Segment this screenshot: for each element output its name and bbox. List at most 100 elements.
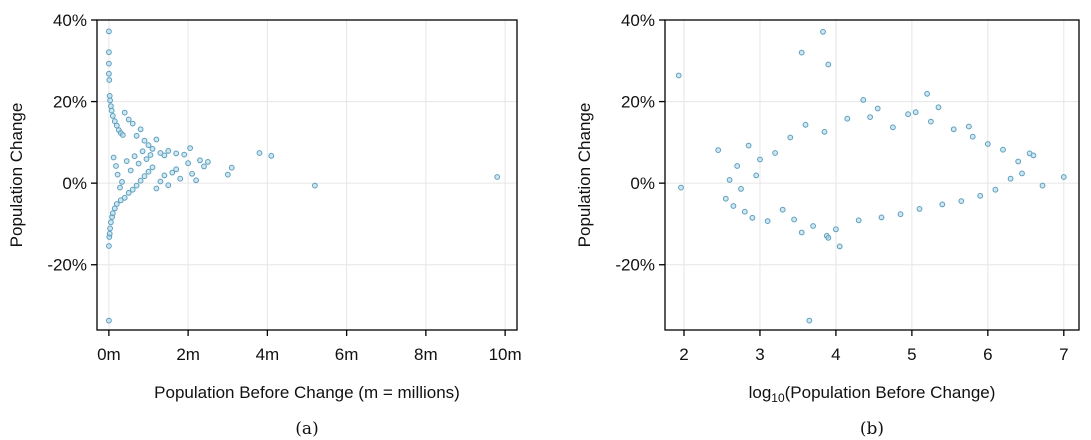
data-point [113,201,120,207]
data-point [935,104,942,111]
x-tick-label: 4 [831,345,840,364]
data-point [119,132,126,138]
data-point [143,156,150,163]
data-point [791,216,797,223]
data-point [133,132,140,139]
y-axis-title-b: Population Change [575,103,594,248]
data-point [950,126,957,133]
data-point [145,168,152,175]
data-point [193,177,200,184]
gridlines-b [665,19,1079,330]
data-point [855,217,862,224]
data-point [726,177,733,183]
data-point [836,243,843,250]
data-point [147,152,154,158]
data-point [108,107,115,114]
data-point [228,164,235,171]
data-point [745,142,752,149]
data-point [916,206,923,212]
data-point [137,177,144,184]
data-point [844,115,851,122]
data-point [125,190,132,196]
x-tick-label: 7 [1059,345,1068,364]
x-tick-labels-a: 0m 2m 4m 6m 8m 10m [97,345,522,364]
data-point [173,166,180,173]
x-tick-label: 0m [97,345,121,364]
panel-caption-a: (a) [295,419,318,439]
data-point [779,206,786,213]
x-axis-title-b: log10(Population Before Change) [749,383,996,405]
data-point [958,198,965,205]
data-point [268,152,275,159]
data-point [113,163,119,169]
data-point [798,229,805,236]
data-point [738,186,744,192]
y-tick-labels-b: -20% 0% 20% 40% [615,11,655,275]
scatter-panel-b: 2 3 4 5 6 7 -20% 0% 20% 40% log10(Population Bef… [575,11,1080,439]
data-point [185,160,192,167]
data-point [181,151,188,158]
data-point [757,156,763,163]
data-point [129,186,136,193]
data-point [772,150,778,156]
data-point [107,97,113,104]
data-points-a [106,28,501,324]
data-point [890,124,896,131]
data-point [1060,174,1067,180]
data-point [173,150,180,157]
data-point [798,49,805,56]
data-point [730,203,737,209]
data-point [984,141,991,147]
y-tick-label: 0% [62,174,87,193]
data-point [749,214,756,221]
y-tick-label: 0% [630,174,655,193]
data-point [912,109,919,116]
data-point [977,192,984,199]
y-axis-title-a: Population Change [7,103,26,248]
x-tick-label: 2m [176,345,200,364]
data-point [820,28,826,35]
data-point [256,150,263,156]
x-tick-label: 10m [489,345,522,364]
data-point [802,121,809,128]
data-point [897,211,904,218]
data-point [108,219,114,226]
data-point [135,160,142,167]
tick-marks-a [91,19,506,336]
data-point [106,28,112,35]
data-point [1019,170,1025,177]
tick-marks-b [659,19,1065,336]
data-point [119,179,125,185]
plot-frame-a [96,19,518,331]
data-point [110,154,117,161]
data-point [494,174,501,180]
data-point [165,182,172,189]
x-tick-labels-b: 2 3 4 5 6 7 [679,345,1068,364]
data-point [106,49,112,56]
data-point [106,60,112,67]
x-axis-title-a: Population Before Change (m = millions) [154,383,460,402]
panel-caption-b: (b) [860,419,884,439]
data-point [189,170,196,177]
y-tick-label: 20% [621,93,655,112]
y-tick-label: 40% [53,11,87,30]
data-point [1015,158,1022,165]
data-point [161,172,168,179]
data-point [821,128,828,135]
data-point [741,208,748,215]
data-point [157,178,164,185]
data-point [201,163,207,170]
data-point [1039,182,1046,189]
data-point [806,317,813,324]
data-point [149,164,156,171]
data-point [106,243,112,249]
data-point [109,113,116,119]
data-point [133,182,140,189]
x-tick-label: 8m [414,345,438,364]
data-point [177,175,184,182]
x-tick-label: 5 [907,345,916,364]
x-axis-title-b-subscript: 10 [771,391,785,405]
data-point [109,210,116,217]
data-point [139,148,146,155]
data-point [205,159,211,165]
